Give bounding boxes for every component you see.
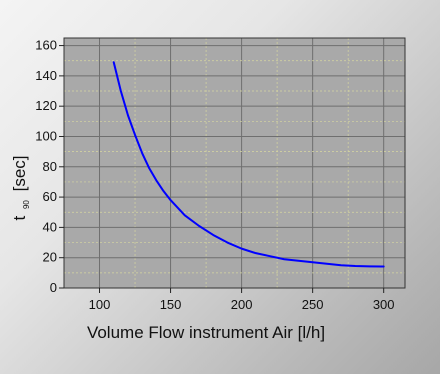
y-tick-label: 160 — [35, 38, 57, 53]
y-tick-label: 60 — [43, 189, 57, 204]
y-tick-label: 40 — [43, 219, 57, 234]
y-axis-label: t 90 [sec] — [10, 155, 33, 220]
y-axis-label-unit: [sec] — [10, 155, 29, 191]
y-tick-label: 0 — [50, 280, 57, 295]
x-tick-label: 250 — [302, 297, 324, 312]
series-line — [112, 61, 385, 268]
svg-text:t 90 [sec]: t 90 [sec] — [10, 155, 33, 220]
x-tick-label: 150 — [160, 297, 182, 312]
x-axis-label: Volume Flow instrument Air [l/h] — [87, 323, 325, 342]
x-tick-label: 300 — [373, 297, 395, 312]
y-tick-label: 120 — [35, 98, 57, 113]
y-tick-label: 20 — [43, 250, 57, 265]
y-axis-label-main: t — [10, 216, 29, 221]
y-tick-label: 100 — [35, 128, 57, 143]
y-tick-label: 140 — [35, 68, 57, 83]
y-axis-label-subscript: 90 — [22, 200, 31, 209]
y-tick-label: 80 — [43, 159, 57, 174]
plot-frame — [63, 37, 406, 289]
x-tick-label: 100 — [89, 297, 111, 312]
x-tick-label: 200 — [231, 297, 253, 312]
